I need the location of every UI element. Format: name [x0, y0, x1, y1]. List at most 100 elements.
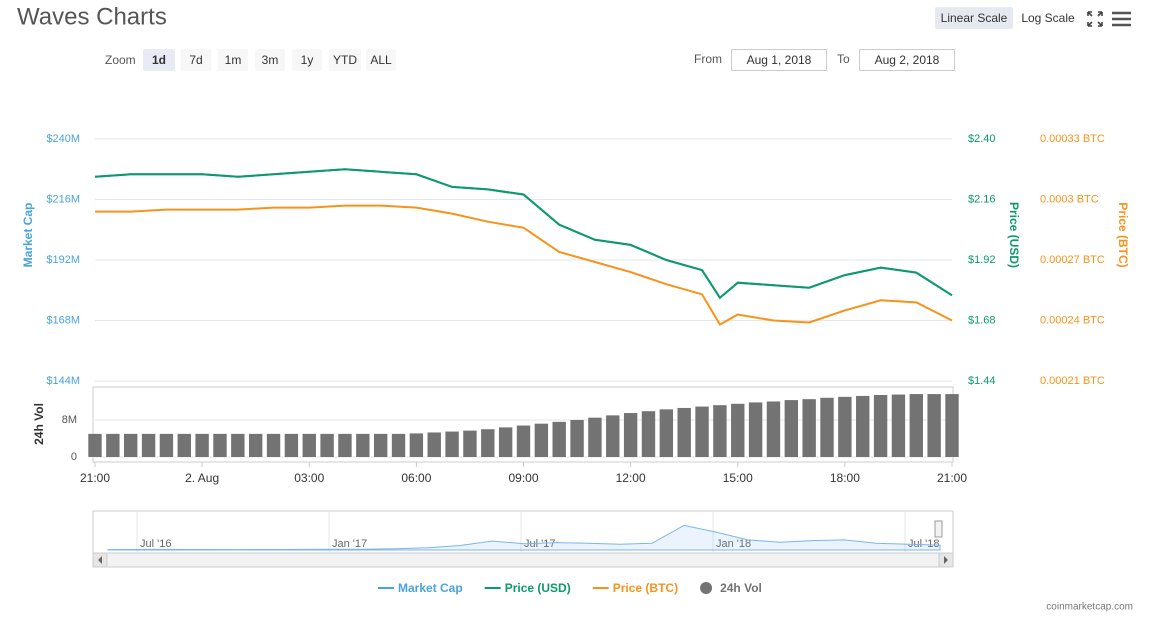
volume-bar — [88, 433, 102, 457]
scrollbar[interactable] — [92, 552, 954, 568]
x-tick-label: 12:00 — [616, 471, 646, 485]
volume-bar — [945, 394, 959, 457]
y3-axis-title: Price (BTC) — [1116, 202, 1130, 267]
navigator-tick-label: Jul '16 — [140, 538, 171, 550]
zoom-button[interactable]: 7d — [181, 49, 211, 71]
volume-bar — [463, 430, 477, 457]
volume-bar — [766, 401, 781, 457]
volume-bar — [659, 409, 674, 457]
scale-button[interactable]: Log Scale — [1021, 11, 1075, 25]
y-tick-label: $1.68 — [968, 314, 996, 326]
volume-bar — [534, 423, 549, 457]
y-tick-label: $2.16 — [968, 193, 996, 205]
zoom-button[interactable]: 3m — [255, 49, 285, 71]
volume-bar — [266, 433, 281, 457]
x-tick-label: 21:00 — [937, 471, 967, 485]
zoom-button[interactable]: 1y — [292, 49, 322, 71]
legend-symbol — [700, 582, 713, 594]
navigator-tick-label: Jul '17 — [524, 538, 555, 550]
volume-bar — [213, 433, 227, 457]
legend-item[interactable]: Market Cap — [378, 581, 463, 595]
zoom-button[interactable]: 1d — [143, 49, 175, 71]
zoom-label: Zoom — [105, 53, 136, 67]
legend-label: Market Cap — [398, 581, 463, 595]
volume-bar — [552, 421, 566, 457]
volume-bar — [516, 425, 531, 457]
volume-bar — [820, 397, 834, 457]
legend-item[interactable]: Price (USD) — [484, 581, 571, 595]
credit[interactable]: coinmarketcap.com — [1046, 602, 1133, 613]
volume-axis-title: 24h Vol — [32, 403, 46, 445]
legend-item[interactable]: Price (BTC) — [592, 581, 678, 595]
legend-label: Price (USD) — [505, 581, 571, 595]
navigator-handle[interactable] — [934, 520, 943, 538]
volume-bar — [606, 415, 620, 457]
zoom-button[interactable]: ALL — [366, 49, 396, 71]
y-tick-label: $192M — [46, 254, 80, 266]
scroll-right-arrow — [944, 556, 948, 564]
series-line — [95, 204, 953, 326]
legend-item[interactable]: 24h Vol — [700, 581, 762, 595]
volume-bar — [409, 433, 424, 457]
volume-bar — [320, 433, 334, 457]
volume-bar — [909, 394, 923, 457]
legend-label: 24h Vol — [720, 581, 762, 595]
volume-bar — [677, 407, 691, 457]
x-tick-label: 2. Aug — [185, 471, 219, 485]
volume-bar — [248, 433, 263, 457]
volume-bar — [927, 394, 941, 457]
volume-bar — [695, 406, 709, 457]
y-tick-label: 0.00027 BTC — [1040, 254, 1105, 266]
to-input[interactable]: Aug 2, 2018 — [859, 49, 955, 71]
y-tick-label: 8M — [62, 414, 77, 426]
volume-bar — [195, 433, 209, 457]
volume-bar — [748, 402, 763, 457]
zoom-button[interactable]: 1m — [218, 49, 248, 71]
volume-bar — [231, 433, 245, 457]
volume-bar — [177, 433, 191, 457]
volume-bar — [106, 433, 120, 457]
y-axis-title: Market Cap — [21, 203, 35, 268]
series-line — [94, 168, 953, 300]
x-tick-label: 09:00 — [508, 471, 538, 485]
volume-bar — [713, 405, 727, 457]
y-tick-label: $2.40 — [968, 133, 996, 145]
y-tick-label: 0 — [71, 451, 77, 463]
volume-bar — [838, 396, 852, 457]
volume-bar — [373, 433, 388, 457]
to-label: To — [837, 52, 850, 66]
volume-bar — [731, 403, 745, 457]
navigator-tick-label: Jan '18 — [716, 538, 751, 550]
y-tick-label: 0.00021 BTC — [1040, 375, 1105, 387]
volume-bar — [570, 419, 584, 457]
volume-bar — [338, 433, 352, 457]
x-tick-label: 15:00 — [723, 471, 753, 485]
series-line — [94, 168, 953, 300]
scale-button[interactable]: Linear Scale — [935, 7, 1013, 29]
x-tick-label: 06:00 — [401, 471, 431, 485]
navigator-tick-label: Jul '18 — [908, 538, 939, 550]
y2-axis-title: Price (USD) — [1007, 202, 1021, 268]
volume-bar — [481, 429, 495, 457]
navigator-area — [107, 524, 941, 551]
chart-title: Waves Charts — [17, 3, 167, 30]
y-tick-label: 0.00024 BTC — [1040, 314, 1105, 326]
y-tick-label: $216M — [46, 193, 80, 205]
y-tick-label: 0.0003 BTC — [1040, 193, 1099, 205]
from-input[interactable]: Aug 1, 2018 — [731, 49, 827, 71]
zoom-button[interactable]: YTD — [329, 49, 361, 71]
y-tick-label: 0.00033 BTC — [1040, 133, 1105, 145]
volume-bar — [873, 395, 888, 457]
volume-bar — [856, 395, 870, 457]
y-tick-label: $1.44 — [968, 375, 996, 387]
volume-bar — [124, 433, 138, 457]
legend-label: Price (BTC) — [613, 581, 678, 595]
volume-bar — [356, 433, 370, 457]
menu-icon[interactable] — [1112, 11, 1131, 27]
y-tick-label: $1.92 — [968, 254, 996, 266]
navigator-tick-label: Jan '17 — [332, 538, 367, 550]
y-tick-label: $168M — [46, 314, 80, 326]
fullscreen-icon[interactable] — [1087, 11, 1103, 27]
x-tick-label: 03:00 — [294, 471, 324, 485]
